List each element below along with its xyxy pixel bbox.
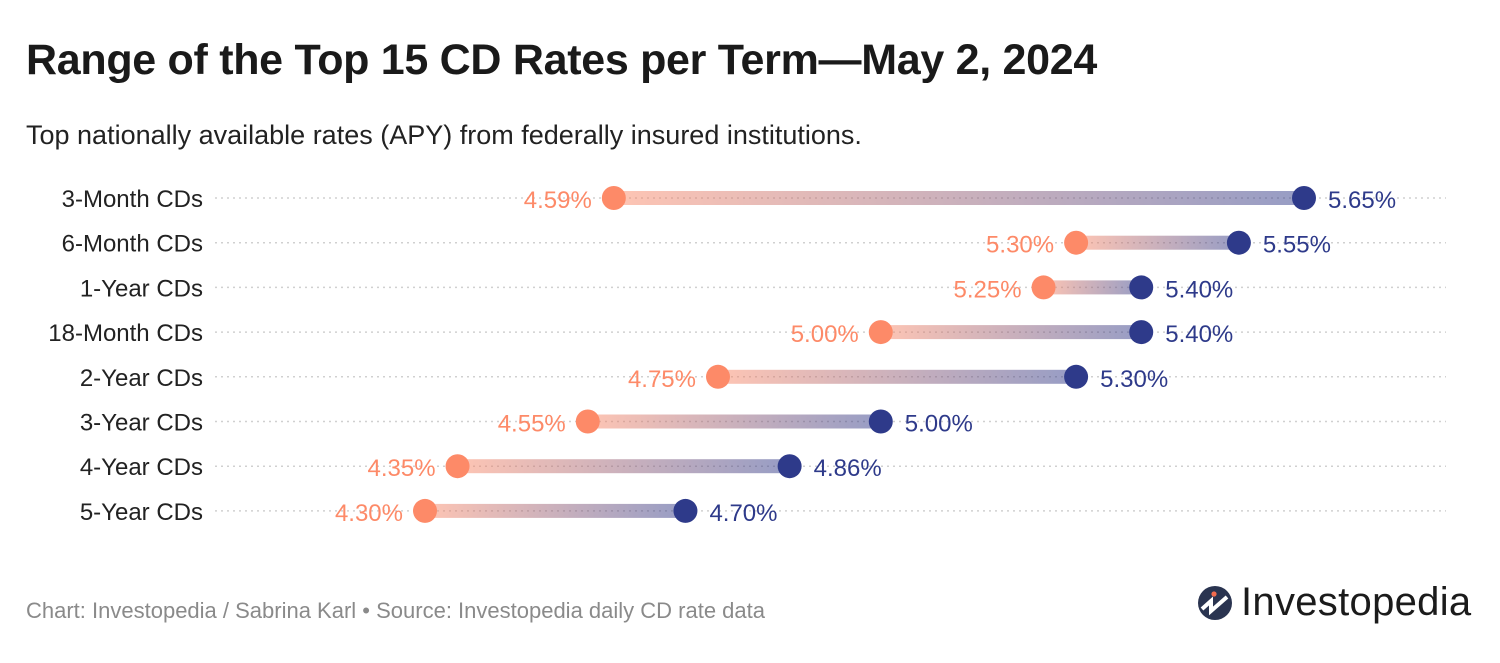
category-label: 5-Year CDs [80, 499, 203, 526]
low-rate-dot [601, 186, 626, 210]
low-rate-label: 5.00% [791, 321, 859, 348]
range-bar [718, 369, 1077, 384]
low-rate-label: 4.30% [335, 500, 403, 527]
chart-footer-source: Chart: Investopedia / Sabrina Karl • Sou… [26, 598, 765, 623]
low-rate-label: 5.25% [953, 276, 1021, 303]
high-rate-label: 5.00% [905, 411, 973, 438]
high-rate-dot [1226, 230, 1251, 255]
range-bar [880, 325, 1142, 340]
high-rate-dot [1129, 320, 1154, 345]
chart-title: Range of the Top 15 CD Rates per Term—Ma… [26, 36, 1097, 84]
investopedia-logo-icon [1198, 585, 1232, 620]
high-rate-dot [868, 409, 893, 434]
high-rate-dot [673, 498, 698, 523]
investopedia-logo: Investopedia [1197, 580, 1471, 625]
high-rate-label: 5.40% [1165, 276, 1233, 303]
high-rate-dot [777, 454, 802, 479]
category-label: 2-Year CDs [80, 365, 203, 392]
chart-subtitle: Top nationally available rates (APY) fro… [26, 120, 862, 150]
low-rate-dot [1031, 275, 1056, 300]
range-bar [587, 414, 881, 429]
category-label: 18-Month CDs [48, 320, 203, 347]
range-bar [1043, 280, 1142, 295]
low-rate-dot [575, 409, 600, 434]
high-rate-label: 4.86% [814, 455, 882, 482]
low-rate-label: 4.55% [498, 411, 566, 438]
high-rate-dot [1292, 186, 1316, 210]
low-rate-label: 5.30% [986, 232, 1054, 259]
low-rate-dot [413, 498, 437, 523]
category-label: 4-Year CDs [80, 454, 203, 481]
category-label: 3-Year CDs [80, 410, 203, 437]
range-bar [457, 459, 790, 474]
high-rate-label: 4.70% [709, 500, 777, 527]
logo-text: Investopedia [1241, 580, 1472, 624]
range-bar [1076, 235, 1239, 250]
category-label: 1-Year CDs [80, 275, 203, 302]
low-rate-dot [445, 454, 470, 479]
high-rate-label: 5.65% [1328, 187, 1396, 214]
range-bar [425, 503, 686, 518]
category-label: 6-Month CDs [62, 231, 203, 258]
low-rate-dot [868, 320, 893, 345]
low-rate-label: 4.75% [628, 366, 696, 393]
low-rate-label: 4.59% [524, 187, 592, 214]
high-rate-dot [1064, 364, 1089, 389]
category-label: 3-Month CDs [62, 186, 203, 213]
range-bar [613, 191, 1304, 205]
high-rate-label: 5.40% [1165, 321, 1233, 348]
high-rate-label: 5.30% [1100, 366, 1168, 393]
low-rate-dot [706, 364, 730, 389]
low-rate-label: 4.35% [367, 455, 435, 482]
low-rate-dot [1064, 230, 1089, 255]
high-rate-label: 5.55% [1263, 232, 1331, 259]
high-rate-dot [1129, 275, 1154, 300]
